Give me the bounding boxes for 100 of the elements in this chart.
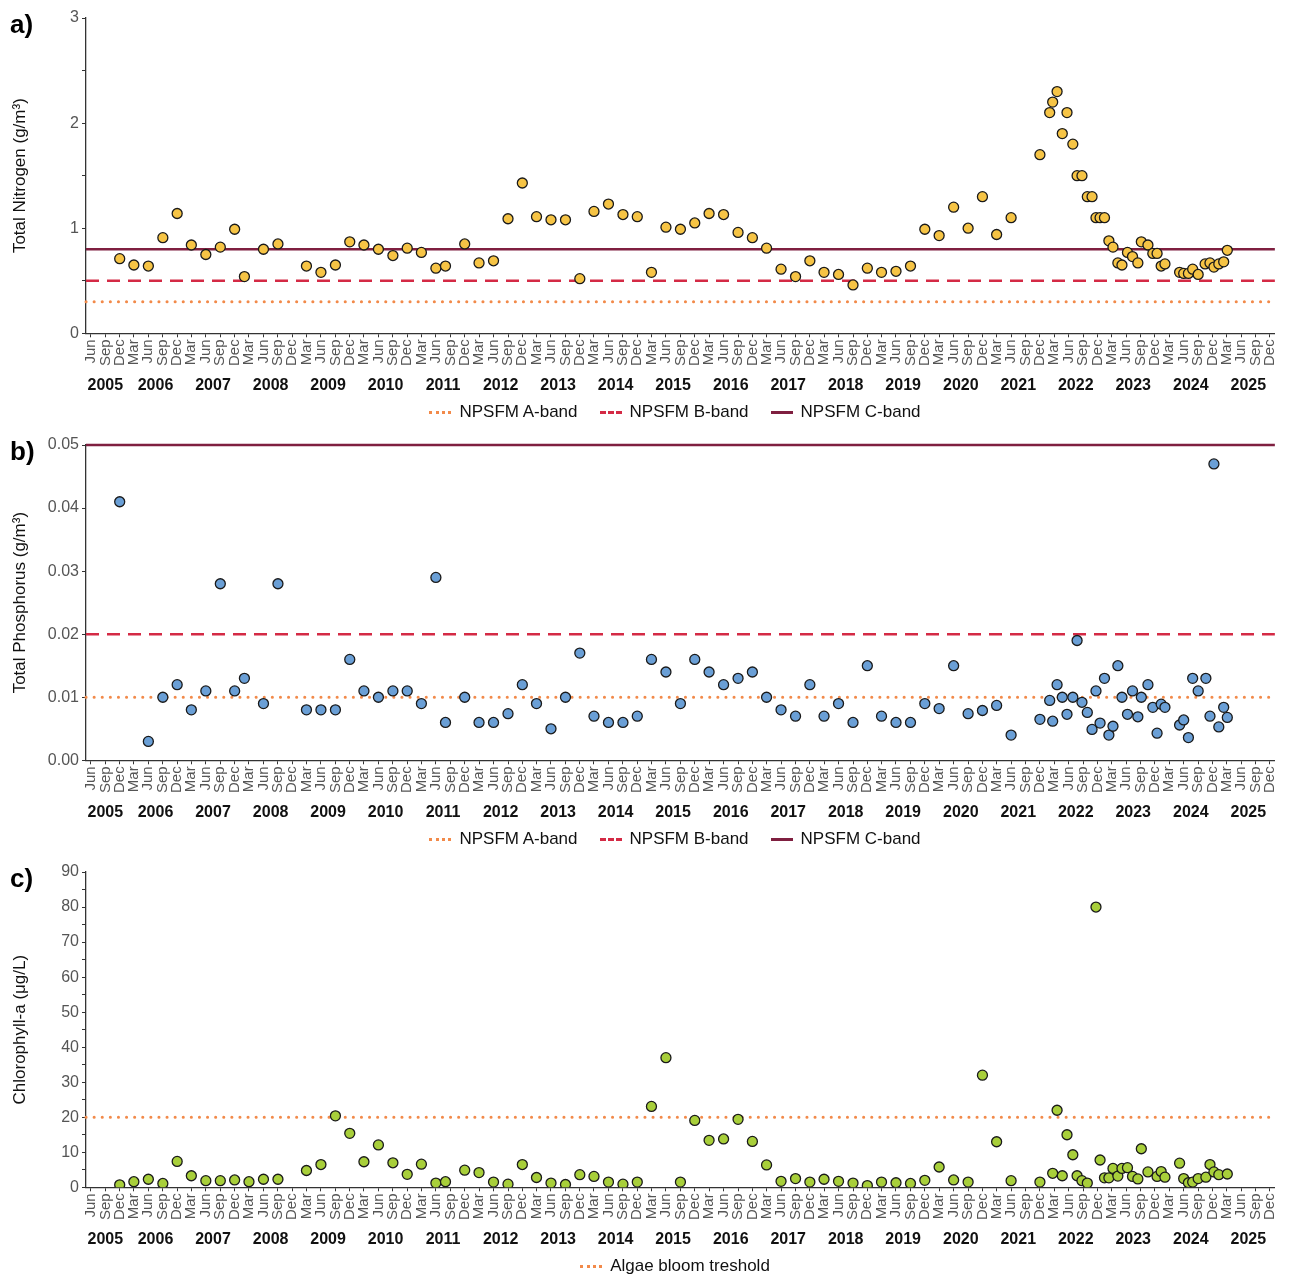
x-tick-label: Jun	[426, 339, 444, 364]
x-tick-label: Sep	[210, 1193, 228, 1221]
y-tick-label: 2	[70, 113, 80, 131]
text: 2007	[195, 376, 231, 393]
legend-label: NPSFM B-band	[629, 829, 749, 849]
x-tick-label: Mar	[411, 339, 429, 366]
x-tick-label: Mar	[296, 339, 314, 366]
x-tick-label: Mar	[756, 339, 774, 366]
x-tick-label: Sep	[728, 339, 746, 367]
x-tick-label: Jun	[81, 766, 99, 791]
text: 2007	[195, 803, 231, 820]
x-tick-label: Mar	[986, 766, 1004, 793]
x-tick-label: Sep	[268, 1193, 286, 1221]
x-tick-label: Mar	[1216, 766, 1234, 793]
text: 2014	[597, 376, 634, 393]
text: 2025	[1230, 376, 1267, 393]
text: 2020	[943, 803, 979, 820]
text: 2014	[597, 803, 634, 820]
x-tick-label: Sep	[728, 1193, 746, 1221]
y-tick-label: 0.05	[47, 435, 80, 453]
text: 2014	[597, 1230, 634, 1247]
legend-label: NPSFM C-band	[800, 829, 921, 849]
x-tick-label: Jun	[81, 339, 99, 364]
y-tick-label: 30	[61, 1072, 80, 1090]
x-tick-label: Mar	[641, 766, 659, 793]
chart-title: c)	[10, 863, 34, 894]
text: 2010	[367, 803, 404, 820]
text: 2011	[425, 803, 461, 820]
x-tick-label: Mar	[1101, 339, 1119, 366]
x-tick-label: Sep	[613, 339, 631, 367]
x-tick-label: Sep	[498, 766, 516, 794]
x-tick-label: Sep	[1073, 1193, 1091, 1221]
x-tick-label: Sep	[383, 1193, 401, 1221]
x-tick-label: Sep	[1188, 1193, 1206, 1221]
x-tick-label: Jun	[656, 339, 674, 364]
x-tick-label: Sep	[383, 339, 401, 367]
x-tick-label: Mar	[756, 766, 774, 793]
text: 2013	[540, 1230, 577, 1247]
text: 2021	[1000, 1230, 1037, 1247]
x-tick-label: Sep	[210, 766, 228, 794]
x-tick-label: Mar	[986, 339, 1004, 366]
y-tick-label: 0	[70, 323, 80, 341]
y-tick-label: 0.02	[47, 624, 80, 642]
x-tick-label: Sep	[498, 1193, 516, 1221]
y-tick-label: 80	[61, 897, 80, 915]
x-tick-label: Jun	[656, 1193, 674, 1218]
x-tick-label: Mar	[526, 1193, 544, 1220]
text: 2023	[1115, 1230, 1152, 1247]
x-tick-label: Mar	[986, 1193, 1004, 1220]
text: 2016	[712, 803, 749, 820]
x-tick-label: Sep	[383, 766, 401, 794]
text: 2012	[482, 376, 519, 393]
text: 2007	[195, 1230, 231, 1247]
x-tick-label: Mar	[871, 766, 889, 793]
chart-title: b)	[10, 436, 35, 467]
legend-label: NPSFM C-band	[800, 402, 921, 422]
y-tick-label: 90	[61, 862, 80, 880]
x-tick-label: Jun	[541, 766, 559, 791]
x-tick-label: Sep	[1073, 766, 1091, 794]
text: 2021	[1000, 376, 1037, 393]
text: 2017	[770, 803, 807, 820]
x-tick-label: Jun	[886, 766, 904, 791]
x-tick-label: Mar	[871, 339, 889, 366]
text: 2016	[712, 1230, 749, 1247]
x-tick-label: Sep	[268, 339, 286, 367]
x-tick-label: Sep	[498, 339, 516, 367]
x-tick-label: Jun	[311, 1193, 329, 1218]
x-tick-label: Jun	[311, 339, 329, 364]
x-tick-label: Mar	[1216, 1193, 1234, 1220]
text: 2019	[885, 1230, 922, 1247]
legend-label: NPSFM A-band	[459, 402, 578, 422]
x-tick-label: Jun	[426, 1193, 444, 1218]
text: 2025	[1230, 803, 1267, 820]
x-tick-label: Sep	[613, 1193, 631, 1221]
x-tick-label: Mar	[1101, 766, 1119, 793]
y-tick-label: 3	[70, 8, 80, 26]
text: 2012	[482, 803, 519, 820]
text: 2015	[655, 1230, 691, 1247]
text: 2005	[87, 376, 124, 393]
x-tick-label: Sep	[210, 339, 228, 367]
text: 2017	[770, 1230, 807, 1247]
text: 2017	[770, 376, 807, 393]
y-axis-title: Total Phosphorus (g/m³)	[9, 511, 29, 694]
x-tick-label: Sep	[1188, 766, 1206, 794]
x-tick-label: Sep	[1188, 339, 1206, 367]
text: 2021	[1000, 803, 1037, 820]
text: 2011	[425, 1230, 461, 1247]
x-tick-label: Mar	[1101, 1193, 1119, 1220]
text: 2023	[1115, 376, 1152, 393]
text: 2024	[1173, 1230, 1209, 1247]
y-tick-label: 20	[61, 1107, 80, 1125]
text: 2006	[137, 376, 174, 393]
text: 2019	[885, 376, 922, 393]
text: 2011	[425, 376, 461, 393]
text: 2020	[943, 1230, 979, 1247]
y-axis-title: Chlorophyll-a (μg/L)	[9, 954, 29, 1105]
x-tick-label: Jun	[886, 339, 904, 364]
x-tick-label: Mar	[756, 1193, 774, 1220]
x-tick-label: Mar	[871, 1193, 889, 1220]
text: 2018	[827, 376, 864, 393]
